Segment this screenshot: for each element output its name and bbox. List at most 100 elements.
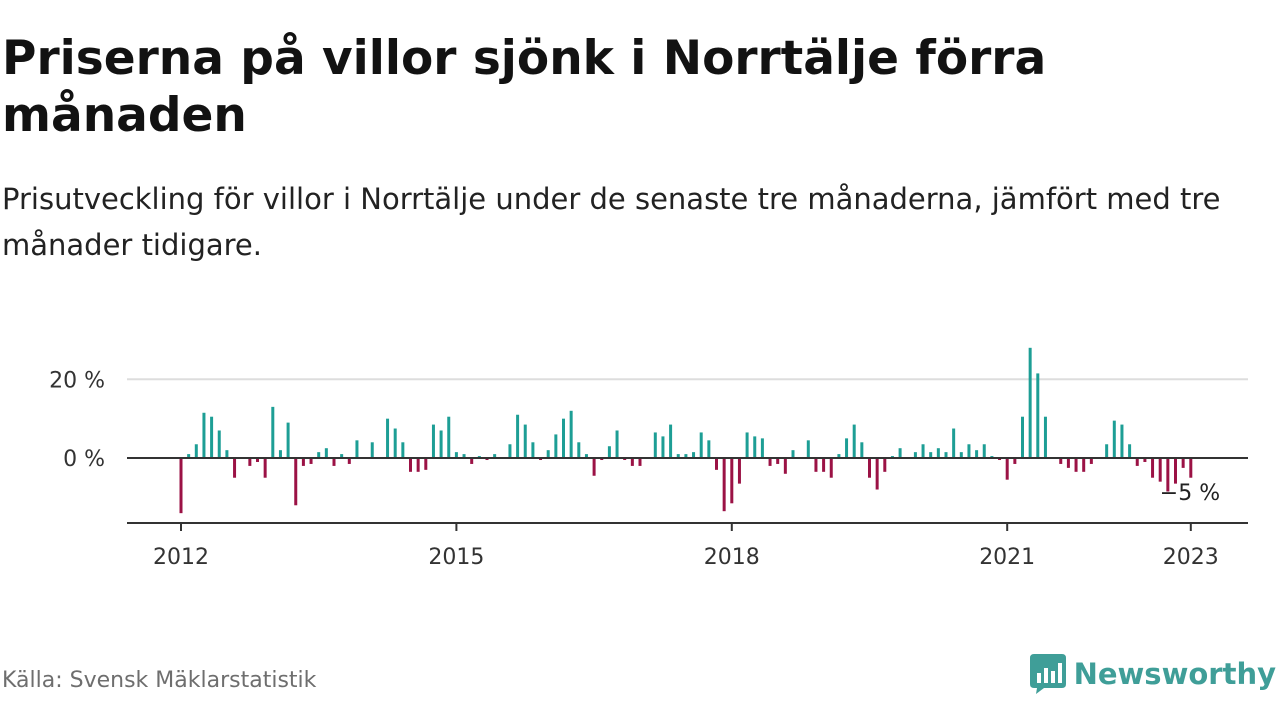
bar <box>852 424 856 459</box>
bar <box>615 430 619 459</box>
bar <box>454 452 458 459</box>
bar <box>179 458 183 514</box>
bar <box>1089 458 1093 464</box>
bar <box>294 458 298 506</box>
bar <box>324 448 328 459</box>
bar <box>508 444 512 459</box>
bar <box>936 448 940 459</box>
y-tick-label: 0 % <box>63 447 105 472</box>
bar <box>1013 458 1017 464</box>
bar <box>493 454 497 459</box>
bar <box>699 432 703 459</box>
bar <box>562 418 565 459</box>
bar <box>210 416 214 459</box>
bar <box>653 432 657 459</box>
bar <box>952 428 956 459</box>
bar <box>271 406 275 459</box>
bar <box>1005 458 1009 480</box>
bar <box>607 446 611 459</box>
bar <box>301 458 305 466</box>
bar <box>1059 458 1063 464</box>
last-value-label: −5 % <box>1160 481 1220 506</box>
bar <box>523 424 527 459</box>
bar <box>760 438 764 459</box>
bar <box>913 452 917 459</box>
bar <box>470 458 474 464</box>
bar <box>1189 458 1193 478</box>
bar <box>1158 458 1162 482</box>
bar <box>898 448 902 459</box>
source-note: Källa: Svensk Mäklarstatistik <box>2 668 317 693</box>
bar <box>1120 424 1124 459</box>
bar <box>638 458 642 466</box>
bar <box>1128 444 1132 459</box>
bar <box>317 452 321 459</box>
bar <box>401 442 405 459</box>
bar <box>776 458 780 464</box>
bar <box>370 442 374 459</box>
bar <box>577 442 581 459</box>
bar <box>332 458 336 466</box>
bar <box>1135 458 1139 466</box>
x-tick-label: 2023 <box>1163 545 1219 570</box>
bar <box>248 458 252 466</box>
bar <box>929 452 933 459</box>
page-subtitle: Prisutveckling för villor i Norrtälje un… <box>2 182 1221 262</box>
page-title: Priserna på villor sjönk i Norrtälje för… <box>2 31 1047 143</box>
bar <box>1112 420 1116 459</box>
x-tick-label: 2015 <box>428 545 484 570</box>
bar <box>347 458 351 464</box>
bar <box>431 424 435 459</box>
bar <box>806 440 810 459</box>
bar <box>447 416 451 459</box>
bar <box>1174 458 1177 484</box>
bar <box>416 458 420 472</box>
x-tick-label: 2021 <box>979 545 1035 570</box>
bar <box>814 458 818 472</box>
y-axis-ticks: 0 % 20 % <box>49 368 105 472</box>
bar <box>439 430 443 459</box>
bar <box>187 454 191 459</box>
bar <box>569 410 573 459</box>
bar <box>768 458 772 466</box>
x-tick-label: 2012 <box>153 545 209 570</box>
bar <box>263 458 267 478</box>
bar <box>393 428 397 459</box>
bar <box>554 434 558 459</box>
bar <box>875 458 879 490</box>
bar <box>355 440 359 459</box>
bar <box>1036 373 1040 459</box>
bar <box>967 444 971 459</box>
bar <box>592 458 596 476</box>
bar <box>1105 444 1109 459</box>
newsworthy-logo-icon <box>1029 654 1066 694</box>
y-tick-label: 20 % <box>49 368 105 393</box>
bar <box>753 436 757 459</box>
bar <box>669 424 673 459</box>
bar <box>1043 416 1047 459</box>
bar <box>1166 458 1170 492</box>
bar <box>684 454 688 459</box>
bar <box>791 450 795 459</box>
bar <box>722 458 726 512</box>
bar <box>516 414 520 459</box>
bar <box>837 454 841 459</box>
bar <box>883 458 887 472</box>
bar <box>921 444 925 459</box>
bar <box>340 454 344 459</box>
bar <box>959 452 963 459</box>
bar <box>225 450 229 459</box>
bar <box>409 458 412 472</box>
bar <box>1143 458 1147 462</box>
bar <box>822 458 826 472</box>
brand-name: Newsworthy <box>1073 657 1276 691</box>
bar <box>868 458 871 478</box>
bar <box>531 442 535 459</box>
bar <box>278 450 282 459</box>
bar <box>707 440 711 459</box>
bar <box>1021 416 1024 459</box>
bar <box>233 458 237 478</box>
bar <box>309 458 313 464</box>
bar <box>1151 458 1155 478</box>
bar <box>692 452 696 459</box>
